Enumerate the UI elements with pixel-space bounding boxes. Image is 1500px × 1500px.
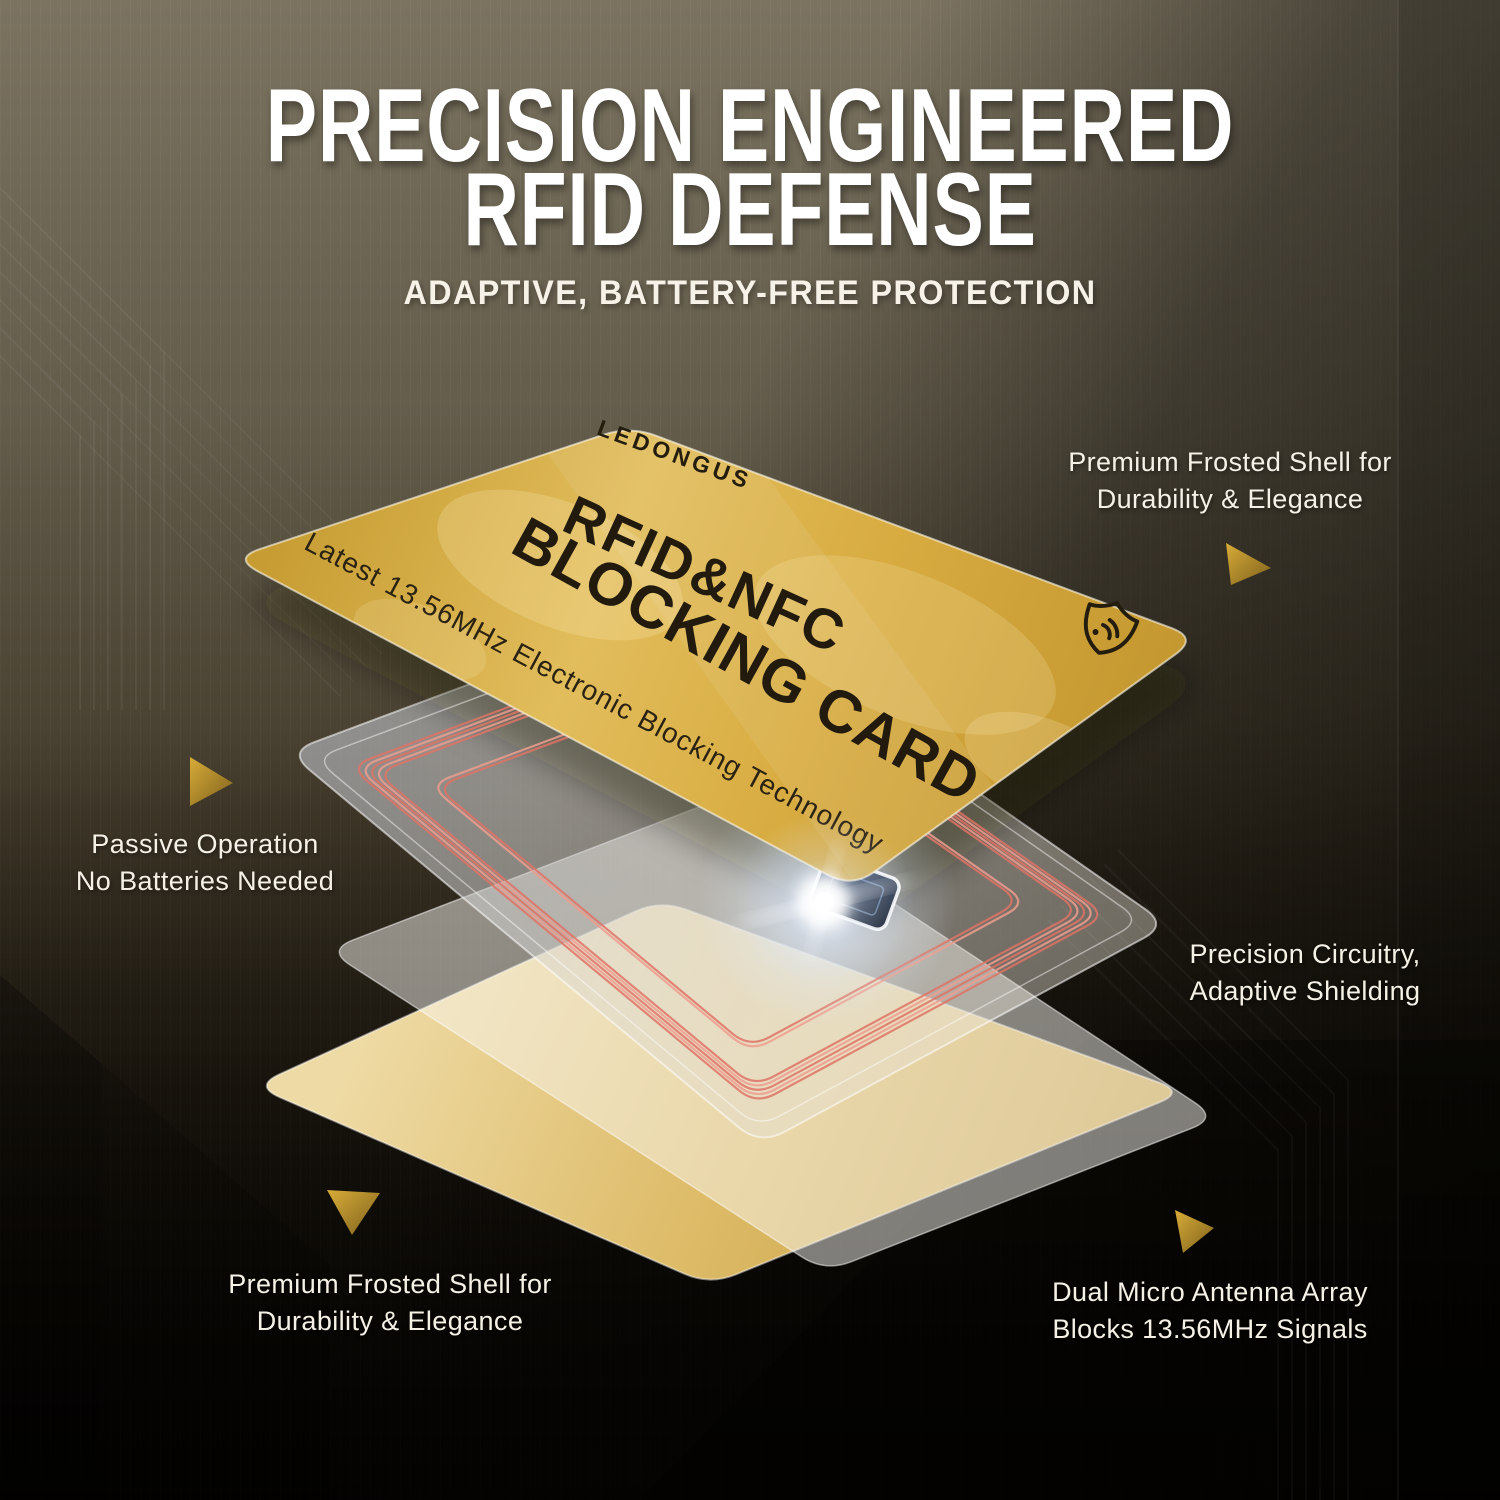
callout-line: Premium Frosted Shell for — [1068, 447, 1392, 477]
callout-line: Adaptive Shielding — [1189, 976, 1421, 1006]
callout-line: Precision Circuitry, — [1189, 939, 1421, 969]
pattern-line — [0, 298, 109, 710]
page-title-line1: PRECISION ENGINEERED — [265, 68, 1235, 184]
pattern-line — [0, 326, 95, 710]
callout-line: Passive Operation — [91, 829, 319, 859]
pattern-line — [1117, 849, 1349, 1500]
callout-line: Premium Frosted Shell for — [228, 1269, 552, 1299]
callout-line: Blocks 13.56MHz Signals — [1052, 1314, 1368, 1344]
dark-panel — [0, 975, 102, 1500]
gold-triangle-accent — [1175, 1210, 1214, 1253]
pattern-line — [1047, 919, 1279, 1500]
pattern-line — [0, 270, 123, 710]
callout-frosted-shell-top: Premium Frosted Shell for Durability & E… — [1020, 444, 1440, 518]
callout-line: Durability & Elegance — [1096, 484, 1364, 514]
callout-line: No Batteries Needed — [75, 866, 335, 896]
pattern-line — [0, 214, 151, 710]
dark-panel — [640, 1040, 1500, 1500]
pattern-line — [1061, 905, 1293, 1500]
pattern-line — [0, 354, 81, 710]
gold-triangle-accent — [190, 757, 233, 806]
callout-line: Dual Micro Antenna Array — [1052, 1277, 1368, 1307]
page-subtitle: ADAPTIVE, BATTERY-FREE PROTECTION — [403, 274, 1097, 312]
dark-panel — [1398, 0, 1500, 1500]
gold-triangle-accent — [327, 1190, 380, 1235]
pattern-line — [1089, 877, 1321, 1500]
header: PRECISION ENGINEERED RFID DEFENSE ADAPTI… — [0, 68, 1500, 313]
callout-passive-operation: Passive Operation No Batteries Needed — [40, 826, 370, 900]
callout-precision-circuitry: Precision Circuitry, Adaptive Shielding — [1155, 936, 1455, 1010]
shield-wifi-icon — [1083, 601, 1140, 655]
pattern-line — [1075, 891, 1307, 1500]
pattern-line — [1103, 863, 1335, 1500]
gold-triangle-accent — [1226, 543, 1271, 585]
dark-panel — [102, 1064, 330, 1500]
callout-frosted-shell-bottom: Premium Frosted Shell for Durability & E… — [205, 1266, 575, 1340]
callout-line: Durability & Elegance — [256, 1306, 524, 1336]
page-title-line2: RFID DEFENSE — [463, 152, 1037, 268]
hexagon-line-pattern — [0, 186, 1349, 1500]
callout-antenna-array: Dual Micro Antenna Array Blocks 13.56MHz… — [1020, 1274, 1400, 1348]
chip-flare — [731, 812, 917, 992]
pattern-line — [0, 242, 137, 710]
pattern-line — [0, 186, 165, 710]
